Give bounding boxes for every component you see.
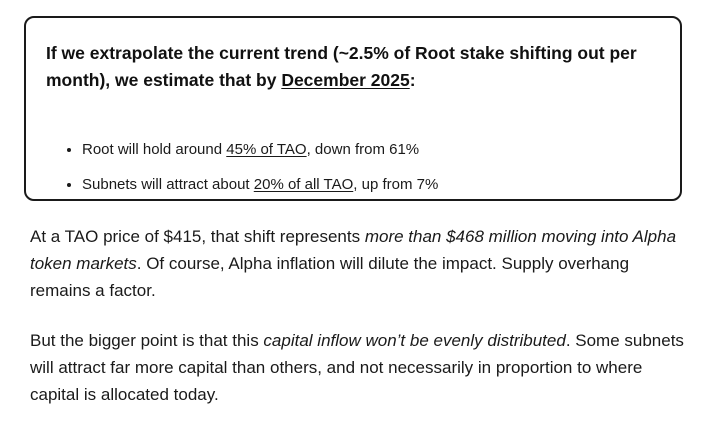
bullet-root-post: , down from 61% <box>306 141 420 158</box>
paragraph-tao-price-post: . Of course, Alpha inflation will dilute… <box>30 254 630 300</box>
paragraph-tao-price-emphasis: more than $468 million moving into Alpha… <box>30 227 677 273</box>
bullet-subnets-link[interactable]: 20% of all TAO <box>253 176 354 193</box>
bullet-subnets-pre: Subnets will attract about <box>82 176 254 193</box>
bullet-root-link[interactable]: 45% of TAO <box>226 141 307 158</box>
callout-bullet-list: Root will hold around 45% of TAO, down f… <box>46 140 438 194</box>
paragraph-capital-inflow-post: . Some subnets will attract far more cap… <box>30 331 684 404</box>
bullet-subnets: Subnets will attract about 20% of all TA… <box>82 175 438 194</box>
paragraph-tao-price-pre: At a TAO price of $415, that shift repre… <box>30 227 365 246</box>
bullet-root: Root will hold around 45% of TAO, down f… <box>82 140 438 159</box>
callout-box: If we extrapolate the current trend (~2.… <box>24 16 682 201</box>
callout-heading-date-link[interactable]: December 2025 <box>281 70 410 90</box>
callout-heading-colon: : <box>409 70 416 90</box>
bullet-root-pre: Root will hold around <box>82 141 227 158</box>
paragraph-tao-price: At a TAO price of $415, that shift repre… <box>30 223 690 304</box>
callout-heading-text: If we extrapolate the current trend (~2.… <box>46 43 637 90</box>
bullet-subnets-post: , up from 7% <box>353 176 439 193</box>
paragraph-capital-inflow-pre: But the bigger point is that this <box>30 331 264 350</box>
paragraph-capital-inflow: But the bigger point is that this capita… <box>30 327 690 408</box>
paragraph-capital-inflow-emphasis: capital inflow won’t be evenly distribut… <box>263 331 566 350</box>
callout-heading: If we extrapolate the current trend (~2.… <box>46 40 666 94</box>
